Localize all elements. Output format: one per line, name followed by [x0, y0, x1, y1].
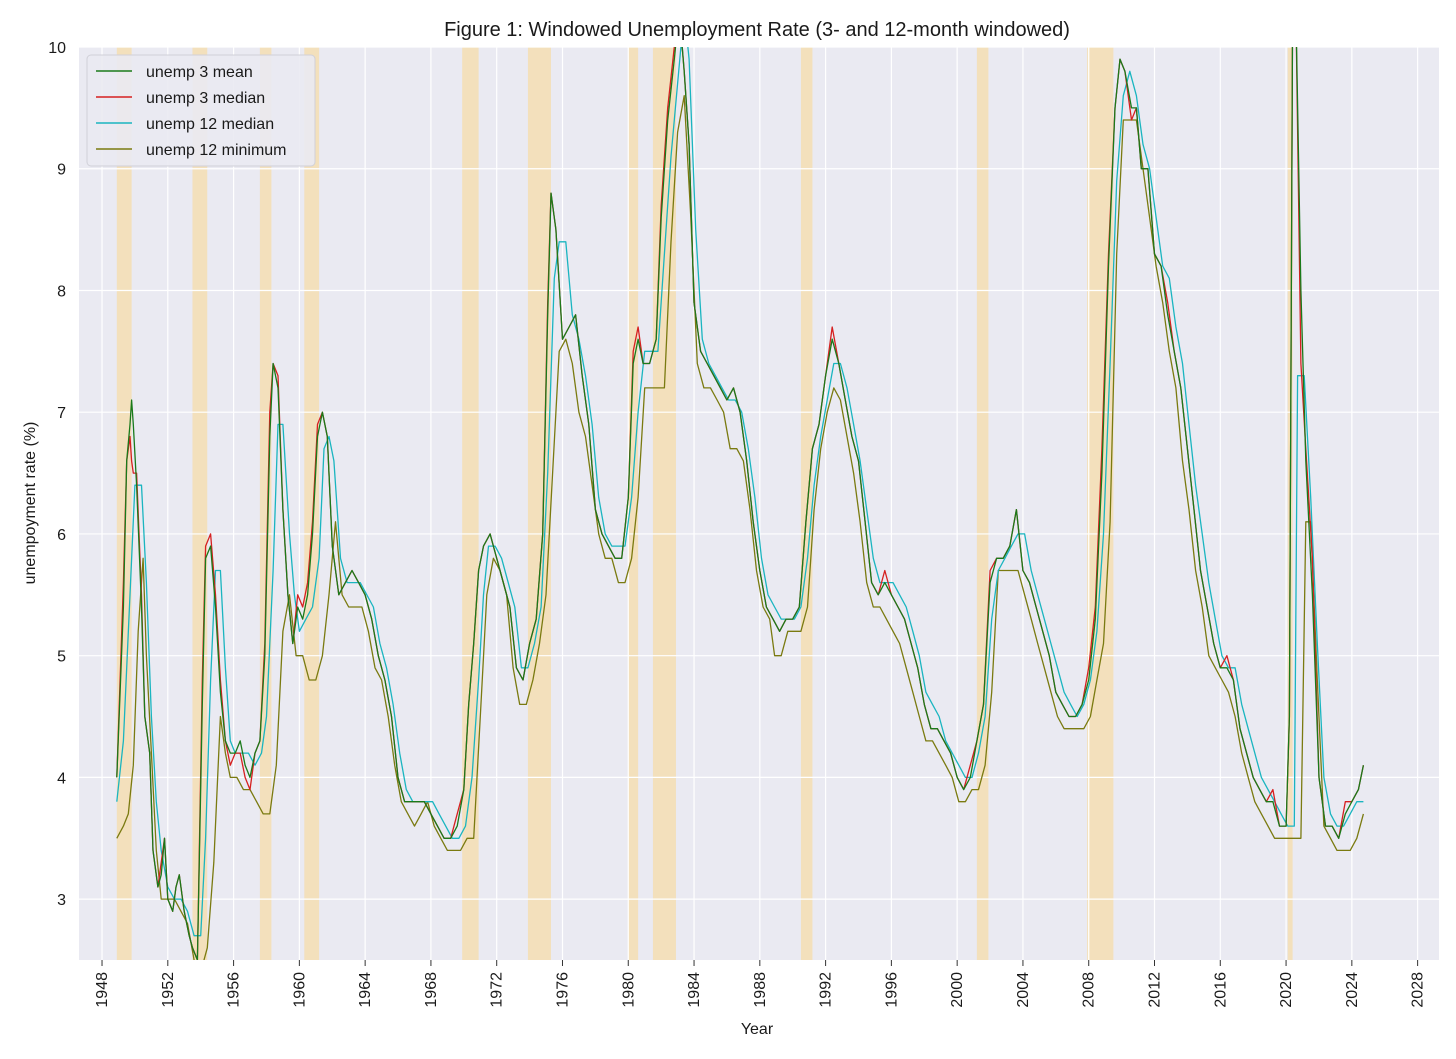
x-tick-label-1992: 1992: [818, 972, 835, 1008]
recession-band-5: [462, 47, 479, 960]
y-tick-label-10: 10: [48, 40, 66, 57]
chart-title: Figure 1: Windowed Unemployment Rate (3-…: [444, 19, 1070, 41]
legend-label-unemp-12-minimum: unemp 12 minimum: [146, 142, 287, 159]
x-tick-label-1988: 1988: [752, 972, 769, 1008]
x-tick-label-1956: 1956: [226, 972, 243, 1008]
x-tick-label-2016: 2016: [1212, 972, 1229, 1008]
x-tick-label-1968: 1968: [423, 972, 440, 1008]
y-axis-label: unempoyment rate (%): [22, 422, 39, 585]
recession-band-4: [304, 47, 320, 960]
legend: unemp 3 mean unemp 3 median unemp 12 media…: [86, 54, 316, 167]
legend-box: [86, 54, 316, 167]
series-line-unemp-12-minimum: [116, 95, 1365, 960]
recession-band-3: [259, 47, 272, 960]
recession-band-6: [527, 47, 551, 960]
recession-band-10: [976, 47, 989, 960]
x-tick-label-1972: 1972: [489, 972, 506, 1008]
grid-lines: [79, 46, 1439, 960]
data-series: [116, 47, 1365, 960]
x-tick-label-2000: 2000: [949, 972, 966, 1008]
x-tick-label-1964: 1964: [357, 972, 374, 1008]
series-line-unemp-12-median: [116, 47, 1364, 937]
x-tick-label-2004: 2004: [1015, 972, 1032, 1008]
x-tick-label-1960: 1960: [291, 972, 308, 1008]
recession-band-9: [800, 47, 813, 960]
x-tick-label-2024: 2024: [1344, 972, 1361, 1008]
x-tick-label-2028: 2028: [1410, 972, 1427, 1008]
x-tick-label-1948: 1948: [94, 972, 111, 1008]
recession-band-2: [192, 47, 208, 960]
y-tick-label-9: 9: [57, 162, 66, 179]
x-tick-label-1996: 1996: [883, 972, 900, 1008]
y-tick-label-7: 7: [57, 405, 66, 422]
y-tick-label-6: 6: [57, 527, 66, 544]
x-axis-label: Year: [741, 1021, 774, 1038]
legend-label-unemp-3-mean: unemp 3 mean: [146, 64, 253, 81]
x-tick-label-2012: 2012: [1147, 972, 1164, 1008]
y-tick-label-3: 3: [57, 892, 66, 909]
recession-band-1: [116, 47, 132, 960]
y-tick-label-5: 5: [57, 649, 66, 666]
x-tick-label-1952: 1952: [160, 972, 177, 1008]
recession-band-7: [628, 47, 639, 960]
x-tick-label-1984: 1984: [686, 972, 703, 1008]
x-tick-label-2008: 2008: [1081, 972, 1098, 1008]
recession-band-8: [652, 47, 676, 960]
y-tick-label-4: 4: [57, 770, 66, 787]
series-line-unemp-3-mean: [116, 47, 1365, 960]
y-tick-label-8: 8: [57, 283, 66, 300]
legend-label-unemp-12-median: unemp 12 median: [146, 116, 274, 133]
legend-label-unemp-3-median: unemp 3 median: [146, 90, 265, 107]
x-tick-label-1980: 1980: [620, 972, 637, 1008]
x-axis-ticks: 1948 1952 1956 1960 1964 1968 1972 1976 1980 1984…: [94, 960, 1427, 1008]
x-tick-label-2020: 2020: [1278, 972, 1295, 1008]
x-tick-label-1976: 1976: [554, 972, 571, 1008]
y-axis-ticks: 3 4 5 6 7 8 9 10: [48, 40, 66, 909]
